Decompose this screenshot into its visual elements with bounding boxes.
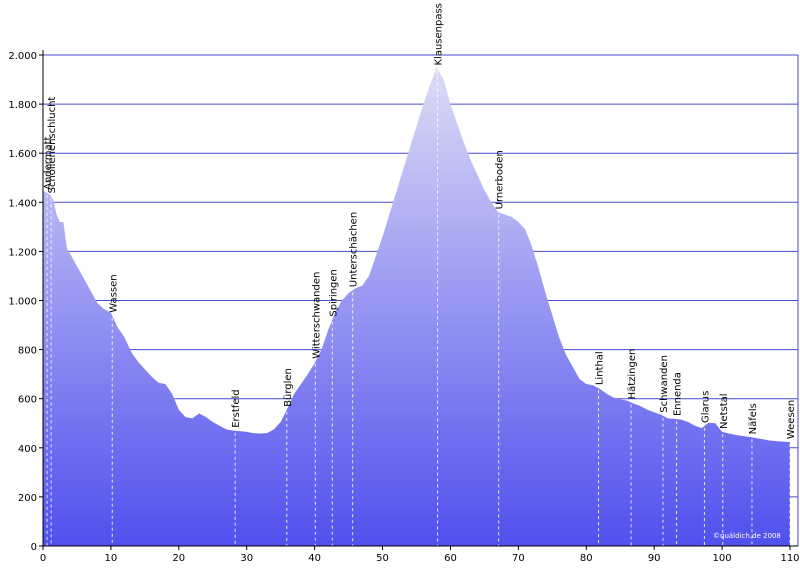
place-label: Andermatt <box>43 136 54 189</box>
y-tick-label: 1.200 <box>8 247 37 258</box>
y-axis-ticks: 0 200 400 600 800 1.000 1.200 1.400 1.600 1.800 2.… <box>8 51 43 553</box>
x-tick-label: 60 <box>444 553 457 564</box>
x-tick-label: 80 <box>580 553 593 564</box>
x-tick-label: 100 <box>713 553 732 564</box>
place-label: Bürglen <box>283 368 294 407</box>
x-axis-ticks: 0 10 20 30 40 50 60 70 80 90 100 110 <box>40 546 800 564</box>
y-tick-label: 0 <box>31 542 37 553</box>
place-label: Hätzingen <box>627 349 638 400</box>
place-label: Erstfeld <box>231 389 242 427</box>
place-label: Schwanden <box>659 355 670 413</box>
y-tick-label: 2.000 <box>8 51 37 62</box>
place-label: Näfels <box>748 403 759 434</box>
elevation-area <box>43 67 790 546</box>
x-tick-label: 0 <box>40 553 46 564</box>
place-label: Ennenda <box>673 372 684 416</box>
place-label: Glarus <box>700 391 711 423</box>
y-tick-label: 200 <box>18 493 37 504</box>
x-tick-label: 70 <box>512 553 525 564</box>
x-tick-label: 110 <box>780 553 799 564</box>
y-tick-label: 1.400 <box>8 198 37 209</box>
place-label: Schöllenenschlucht <box>47 97 58 194</box>
place-label: Wassen <box>108 274 119 312</box>
x-tick-label: 10 <box>105 553 118 564</box>
y-tick-label: 1.000 <box>8 297 37 308</box>
y-tick-label: 1.800 <box>8 100 37 111</box>
place-label: Netstal <box>719 393 730 429</box>
y-tick-label: 400 <box>18 444 37 455</box>
x-tick-label: 20 <box>172 553 185 564</box>
x-tick-label: 50 <box>376 553 389 564</box>
x-tick-label: 30 <box>240 553 253 564</box>
x-tick-label: 40 <box>308 553 321 564</box>
place-label: Linthal <box>594 351 605 385</box>
place-label: Spiringen <box>328 269 339 317</box>
place-label: Witterschwanden <box>311 272 322 359</box>
axes <box>39 50 798 547</box>
x-tick-label: 90 <box>648 553 661 564</box>
y-tick-label: 1.600 <box>8 149 37 160</box>
place-label: Unterschächen <box>349 212 360 287</box>
y-tick-label: 800 <box>18 346 37 357</box>
y-tick-label: 600 <box>18 395 37 406</box>
place-label: Weesen <box>786 400 797 439</box>
place-label: Urnerboden <box>495 150 506 209</box>
place-label: Klausenpass <box>434 3 445 65</box>
place-markers <box>46 70 791 546</box>
credit-text: ©quäldich.de 2008 <box>713 532 781 540</box>
